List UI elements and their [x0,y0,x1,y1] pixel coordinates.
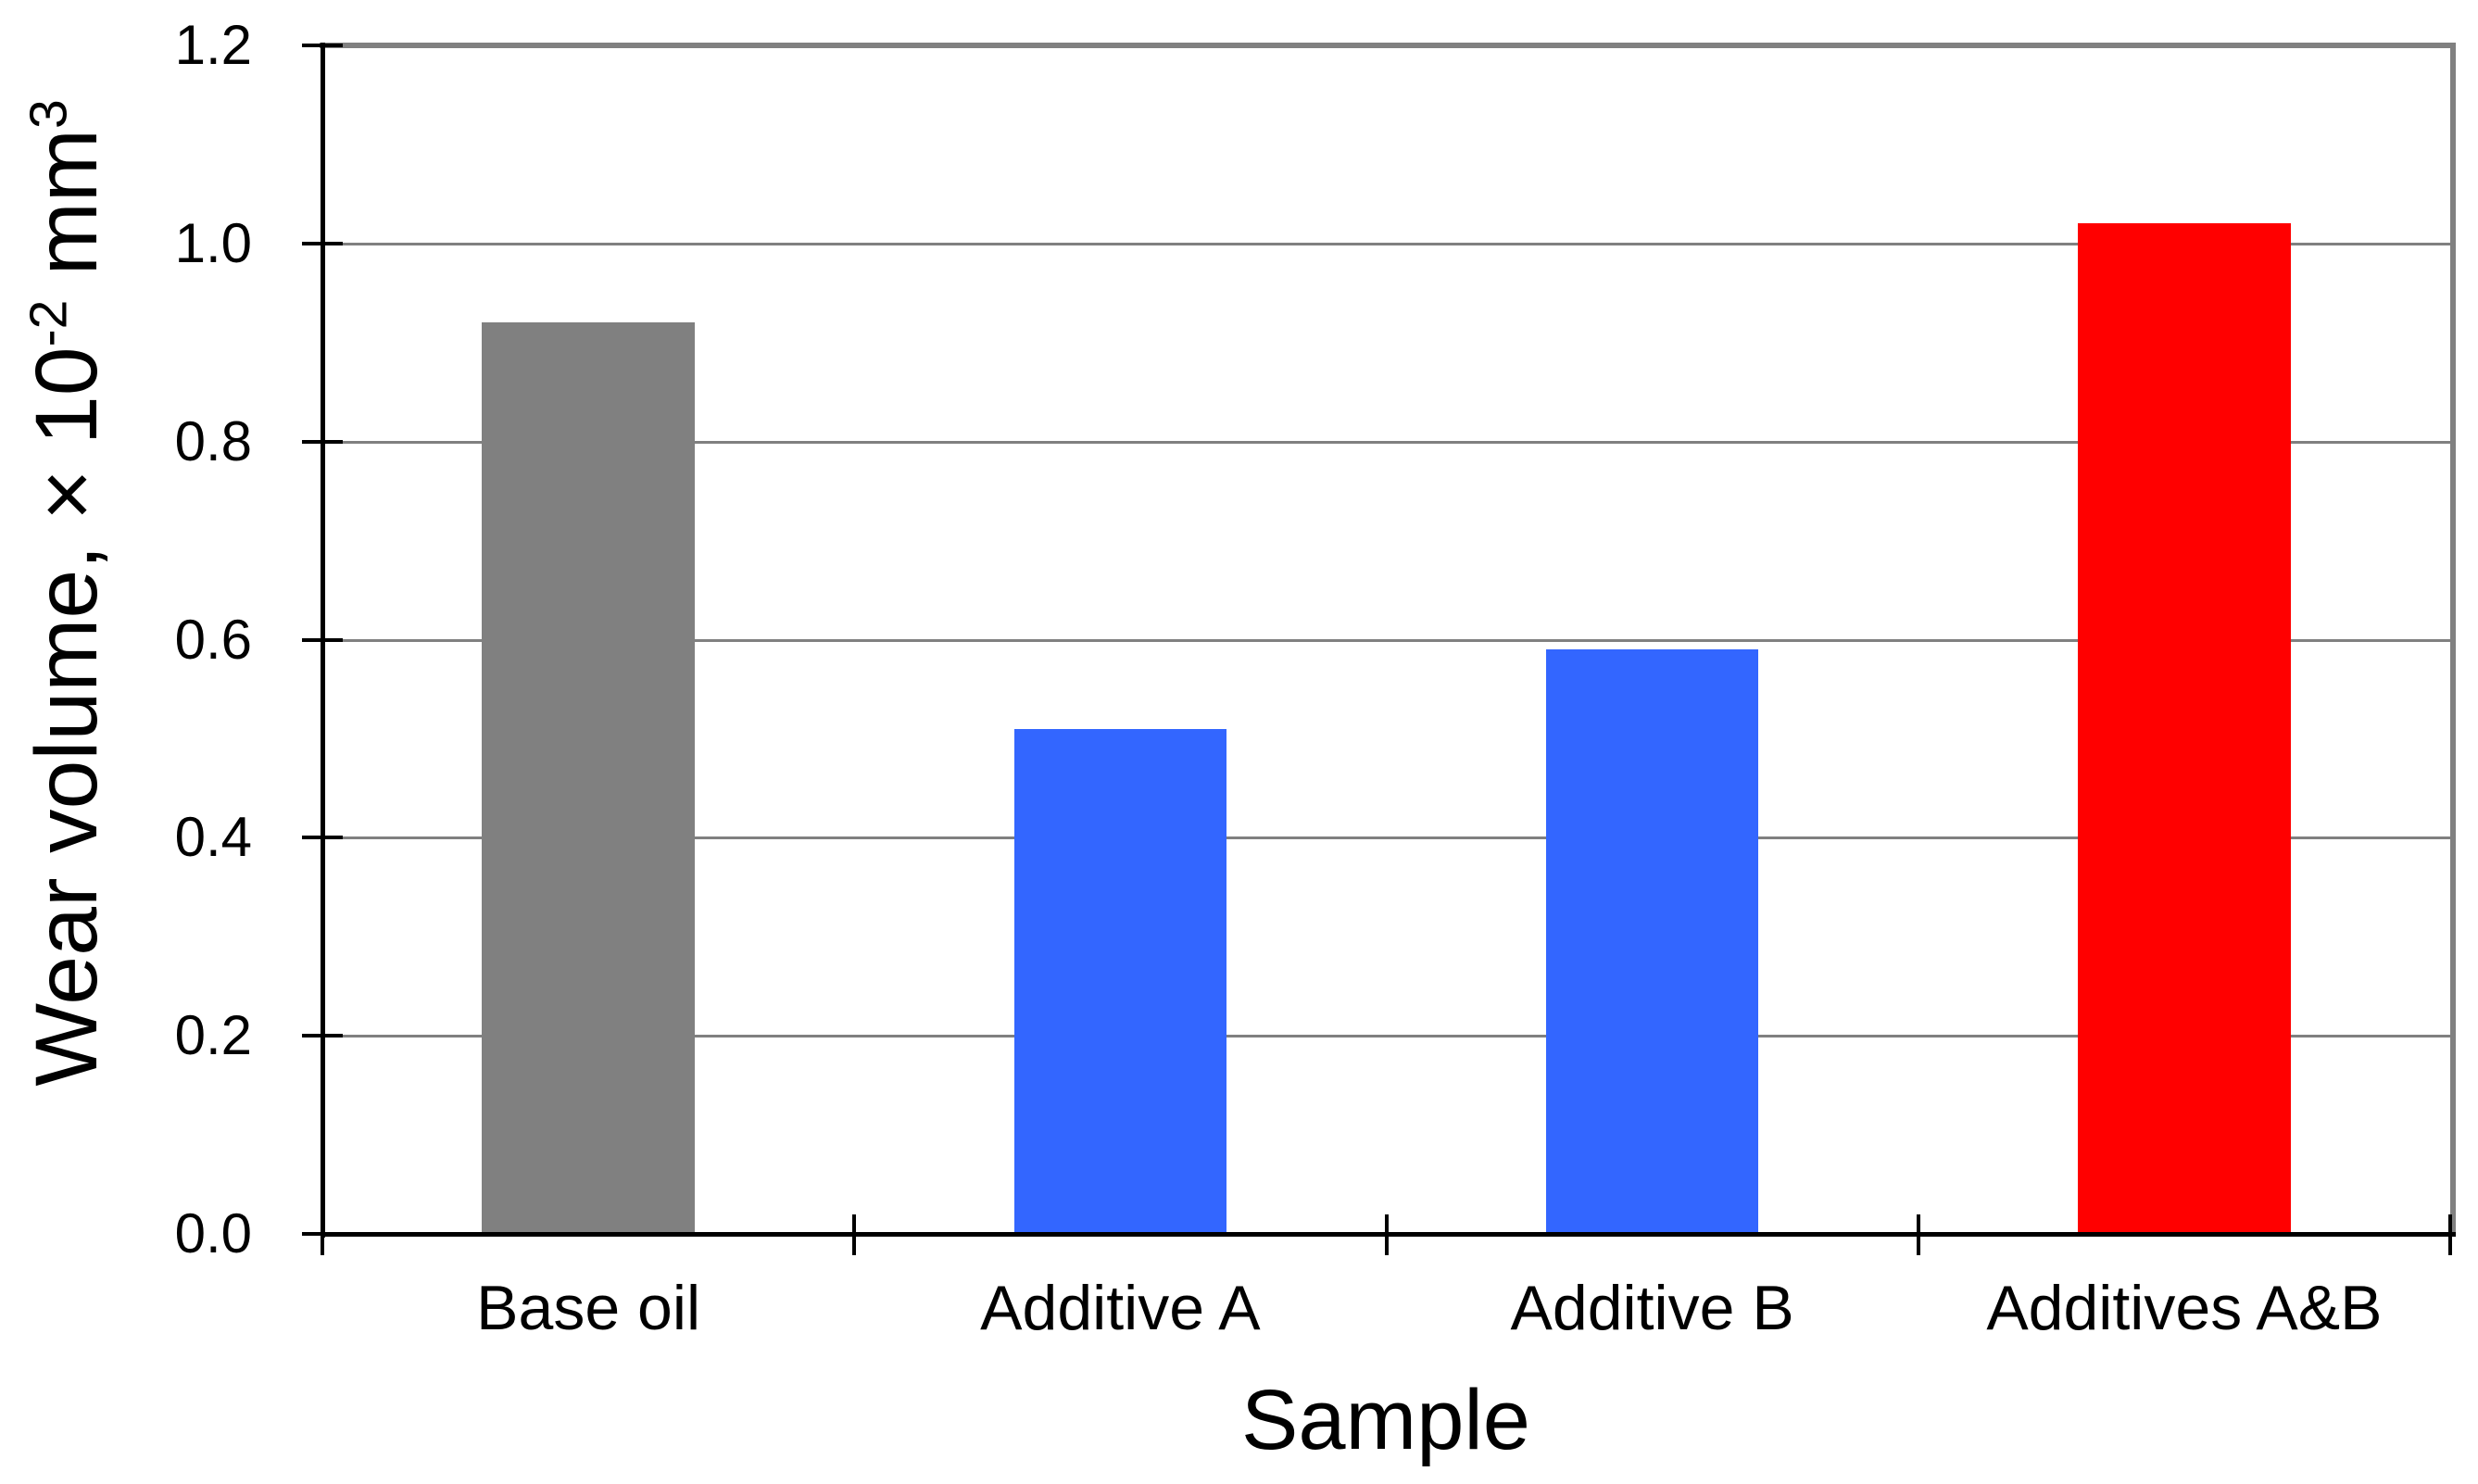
x-tick-mark-1 [852,1214,857,1255]
y-tick-label-0.8: 0.8 [174,409,252,472]
y-tick-mark-0.2 [302,1034,343,1038]
category-label-additives-a-b: Additives A&B [1986,1273,2383,1343]
gridline-0.4 [322,836,2450,840]
y-tick-mark-0.6 [302,637,343,642]
x-tick-mark-4 [2448,1214,2452,1255]
gridline-0.8 [322,440,2450,444]
y-tick-mark-0.4 [302,836,343,840]
y-axis-title: Wear volume, × 10-2 mm3 [16,99,118,1086]
y-tick-label-1.2: 1.2 [174,14,252,76]
y-axis-title-superscript: 3 [19,99,79,130]
y-axis-title-text: mm [18,129,116,300]
bar-additives-a-b [2078,223,2291,1234]
y-tick-label-0.0: 0.0 [174,1202,252,1264]
plot-border-top [320,43,2456,48]
y-tick-mark-1.0 [302,241,343,245]
gridline-1.0 [322,242,2450,245]
y-tick-mark-0.8 [302,439,343,444]
gridline-0.2 [322,1035,2450,1038]
bar-base-oil [482,322,695,1234]
x-tick-mark-2 [1384,1214,1389,1255]
y-tick-label-0.2: 0.2 [174,1004,252,1067]
x-axis-line [321,1232,2456,1237]
y-tick-label-0.4: 0.4 [174,806,252,869]
plot-border-right [2450,45,2456,1237]
bar-additive-a [1013,728,1227,1234]
y-tick-label-0.6: 0.6 [174,608,252,671]
gridline-0.6 [322,638,2450,642]
x-axis-title: Sample [1241,1373,1530,1467]
category-label-additive-b: Additive B [1510,1273,1794,1343]
category-label-base-oil: Base oil [476,1273,701,1343]
category-label-additive-a: Additive A [980,1273,1261,1343]
y-tick-label-1.0: 1.0 [174,211,252,274]
y-tick-mark-1.2 [302,44,343,47]
bar-additive-b [1545,649,1759,1234]
y-axis-title-superscript: -2 [19,299,79,347]
x-tick-mark-0 [321,1214,324,1255]
plot-area [322,45,2450,1234]
x-tick-mark-3 [1916,1214,1920,1255]
y-axis-title-text: Wear volume, × 10 [18,346,116,1087]
